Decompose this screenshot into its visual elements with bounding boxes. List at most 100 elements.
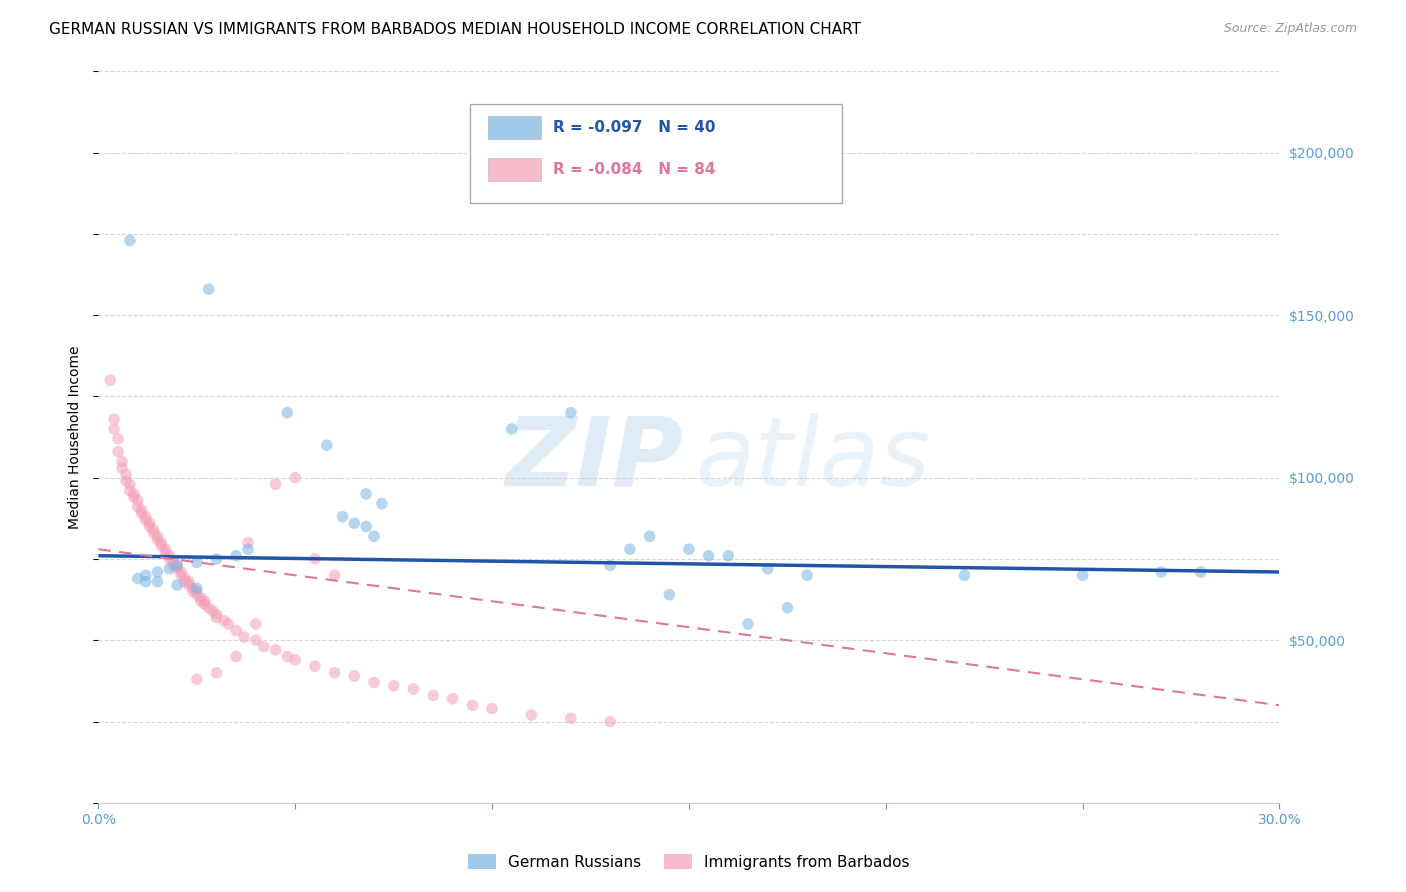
Point bbox=[103, 412, 125, 426]
Point bbox=[177, 574, 200, 589]
Text: Source: ZipAtlas.com: Source: ZipAtlas.com bbox=[1223, 22, 1357, 36]
Point bbox=[138, 519, 160, 533]
Point bbox=[214, 614, 236, 628]
Point bbox=[953, 568, 976, 582]
Point bbox=[186, 584, 208, 599]
Point bbox=[122, 487, 145, 501]
Point bbox=[245, 633, 267, 648]
Text: R = -0.084   N = 84: R = -0.084 N = 84 bbox=[553, 161, 716, 177]
Point bbox=[422, 689, 444, 703]
Bar bbox=[488, 116, 541, 139]
Point bbox=[177, 578, 200, 592]
Point bbox=[162, 558, 184, 573]
Point bbox=[103, 422, 125, 436]
Point bbox=[236, 542, 259, 557]
Point bbox=[264, 477, 287, 491]
Point bbox=[225, 624, 247, 638]
Point bbox=[118, 477, 141, 491]
Point bbox=[323, 665, 346, 680]
Point bbox=[776, 600, 799, 615]
Point bbox=[236, 535, 259, 549]
Text: atlas: atlas bbox=[695, 412, 929, 506]
Point bbox=[284, 471, 307, 485]
Point bbox=[363, 675, 385, 690]
Point bbox=[323, 568, 346, 582]
Point bbox=[174, 574, 197, 589]
Point bbox=[233, 630, 256, 644]
Point bbox=[197, 282, 219, 296]
Point bbox=[190, 594, 212, 608]
Point bbox=[146, 533, 169, 547]
Point bbox=[1189, 565, 1212, 579]
Point bbox=[737, 617, 759, 632]
Point bbox=[146, 574, 169, 589]
Point bbox=[150, 539, 173, 553]
Point bbox=[276, 406, 298, 420]
Point bbox=[127, 572, 149, 586]
Point bbox=[382, 679, 405, 693]
Point bbox=[354, 519, 377, 533]
Point bbox=[122, 490, 145, 504]
Point bbox=[245, 617, 267, 632]
Bar bbox=[488, 158, 541, 181]
Point bbox=[115, 474, 138, 488]
Point bbox=[181, 584, 204, 599]
Point bbox=[194, 598, 217, 612]
Point bbox=[157, 562, 180, 576]
Point bbox=[186, 588, 208, 602]
Point bbox=[284, 653, 307, 667]
Point bbox=[599, 714, 621, 729]
Point bbox=[155, 545, 177, 559]
Point bbox=[697, 549, 720, 563]
Point bbox=[796, 568, 818, 582]
Point bbox=[225, 549, 247, 563]
Point bbox=[264, 643, 287, 657]
Point bbox=[253, 640, 276, 654]
Point bbox=[166, 558, 188, 573]
Point bbox=[343, 516, 366, 531]
Point bbox=[560, 711, 582, 725]
Point bbox=[638, 529, 661, 543]
Point bbox=[174, 572, 197, 586]
Point bbox=[181, 581, 204, 595]
Point bbox=[170, 568, 193, 582]
Point bbox=[343, 669, 366, 683]
Point bbox=[150, 535, 173, 549]
Point bbox=[115, 467, 138, 482]
Point bbox=[304, 552, 326, 566]
Point bbox=[127, 493, 149, 508]
Point bbox=[304, 659, 326, 673]
Point bbox=[461, 698, 484, 713]
Point bbox=[186, 673, 208, 687]
Point bbox=[501, 422, 523, 436]
Point bbox=[619, 542, 641, 557]
Point bbox=[190, 591, 212, 605]
Point bbox=[658, 588, 681, 602]
Point bbox=[332, 509, 354, 524]
Point bbox=[371, 497, 394, 511]
Point bbox=[756, 562, 779, 576]
Point bbox=[157, 552, 180, 566]
Point bbox=[135, 574, 157, 589]
Point bbox=[170, 565, 193, 579]
Point bbox=[111, 454, 134, 468]
Point bbox=[107, 432, 129, 446]
Point bbox=[131, 503, 153, 517]
Point bbox=[225, 649, 247, 664]
Point bbox=[276, 649, 298, 664]
Text: GERMAN RUSSIAN VS IMMIGRANTS FROM BARBADOS MEDIAN HOUSEHOLD INCOME CORRELATION C: GERMAN RUSSIAN VS IMMIGRANTS FROM BARBAD… bbox=[49, 22, 862, 37]
Point bbox=[194, 594, 217, 608]
Point bbox=[135, 513, 157, 527]
Point bbox=[441, 691, 464, 706]
Point bbox=[146, 529, 169, 543]
Point bbox=[118, 483, 141, 498]
Point bbox=[118, 234, 141, 248]
Point bbox=[481, 701, 503, 715]
Point bbox=[135, 509, 157, 524]
Point bbox=[205, 610, 228, 624]
Text: ZIP: ZIP bbox=[505, 412, 683, 506]
Legend: German Russians, Immigrants from Barbados: German Russians, Immigrants from Barbado… bbox=[463, 848, 915, 876]
Point bbox=[162, 555, 184, 569]
Point bbox=[560, 406, 582, 420]
Point bbox=[142, 526, 165, 541]
